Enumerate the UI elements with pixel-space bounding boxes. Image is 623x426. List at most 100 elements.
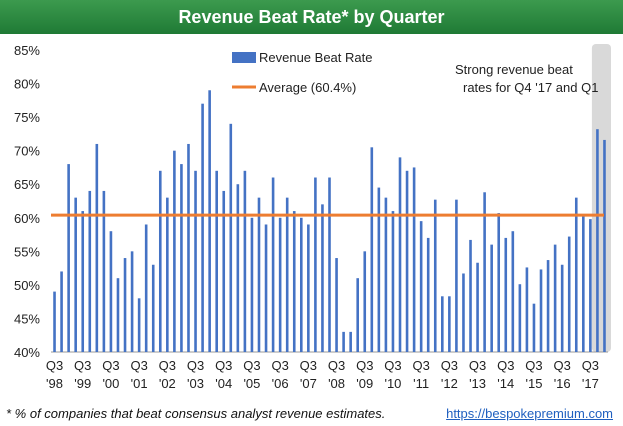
chart-title: Revenue Beat Rate* by Quarter [178,6,445,27]
y-tick-label: 75% [14,110,40,125]
bar [187,143,190,352]
y-tick-label: 60% [14,211,40,226]
website-link[interactable]: https://bespokepremium.com [446,406,613,421]
bar [363,251,367,352]
bar [546,260,550,352]
x-tick-label-year: '00 [102,376,119,391]
bar [158,170,162,352]
x-tick-label-year: '08 [328,376,345,391]
x-tick-label-quarter: Q3 [159,358,176,373]
x-tick-label-quarter: Q3 [187,358,204,373]
x-tick-label-quarter: Q3 [582,358,599,373]
x-tick-label-quarter: Q3 [300,358,317,373]
y-tick-label: 40% [14,345,40,360]
bar [271,177,275,352]
legend-label-average: Average (60.4%) [259,80,356,95]
x-tick-label-year: '99 [74,376,91,391]
bar [173,150,176,352]
bar [560,264,564,352]
bar [67,164,70,352]
footnote: * % of companies that beat consensus ana… [6,406,386,421]
bar [532,303,536,352]
bar-chart: 40% 45% 50% 55% 60% 65% 70% 75% 80% 85% Q3 '98 Q3 '99… [14,43,611,391]
bar [476,262,479,352]
bar [208,90,211,352]
x-tick-label-quarter: Q3 [497,358,514,373]
x-tick-label-year: '10 [384,376,401,391]
bar [130,251,134,352]
bar [222,190,226,352]
x-tick-label-year: '13 [469,376,486,391]
bar [433,199,437,352]
x-tick-label-year: '15 [525,376,542,391]
bar [441,296,444,352]
bar [292,211,296,352]
bar [497,213,501,352]
x-tick-label-quarter: Q3 [215,358,232,373]
bar [370,147,374,352]
bar [391,211,395,352]
x-tick-label-quarter: Q3 [441,358,458,373]
annotation-line-2: rates for Q4 '17 and Q1 [463,80,598,95]
bar [328,177,331,352]
bar [102,190,106,352]
bar [60,271,63,352]
bar [377,187,381,352]
x-tick-label-year: '12 [441,376,458,391]
bar [412,167,416,352]
bar [342,331,345,352]
bar [116,278,120,352]
x-tick-label-year: '16 [554,376,571,391]
bar [511,231,515,352]
x-tick-label-year: '11 [413,376,429,391]
x-tick-label-year: '17 [582,376,599,391]
bar [483,192,486,352]
bar [504,237,508,352]
bar [201,103,204,352]
y-tick-label: 80% [14,77,40,92]
x-tick-label-year: '01 [131,376,148,391]
bar [469,239,472,352]
y-tick-label: 70% [14,144,40,159]
y-tick-label: 55% [14,244,40,259]
bar [321,204,324,352]
x-tick-label-quarter: Q3 [525,358,542,373]
x-tick-label-quarter: Q3 [74,358,91,373]
bar [589,219,592,352]
x-tick-label-quarter: Q3 [553,358,570,373]
bar [95,143,99,352]
bar [151,264,155,352]
bar [553,244,557,352]
legend-label-bars: Revenue Beat Rate [259,50,372,65]
bar [299,217,303,352]
chart-title-bar: Revenue Beat Rate* by Quarter [0,0,623,34]
bar [335,258,338,352]
bar [166,197,169,352]
bar [236,184,240,352]
bar [603,139,606,352]
bar [215,170,218,352]
legend-swatch-bars [232,52,256,63]
bar [596,129,599,352]
bar [574,197,578,352]
y-tick-label: 50% [14,278,40,293]
annotation-line-1: Strong revenue beat [455,62,573,77]
x-tick-label-quarter: Q3 [469,358,486,373]
bar [123,258,127,352]
x-tick-label-quarter: Q3 [384,358,401,373]
bar [278,217,282,352]
bar [539,269,543,352]
bar [582,215,585,352]
bar [144,224,148,352]
bar [455,199,458,352]
x-tick-label-quarter: Q3 [243,358,260,373]
bar [285,197,289,352]
x-tick-label-quarter: Q3 [130,358,147,373]
bar [180,164,183,352]
bar [384,197,388,352]
x-tick-label-year: '14 [497,376,514,391]
bar [109,231,113,352]
x-tick-label-quarter: Q3 [102,358,119,373]
bar [356,278,360,352]
bar [448,296,451,352]
